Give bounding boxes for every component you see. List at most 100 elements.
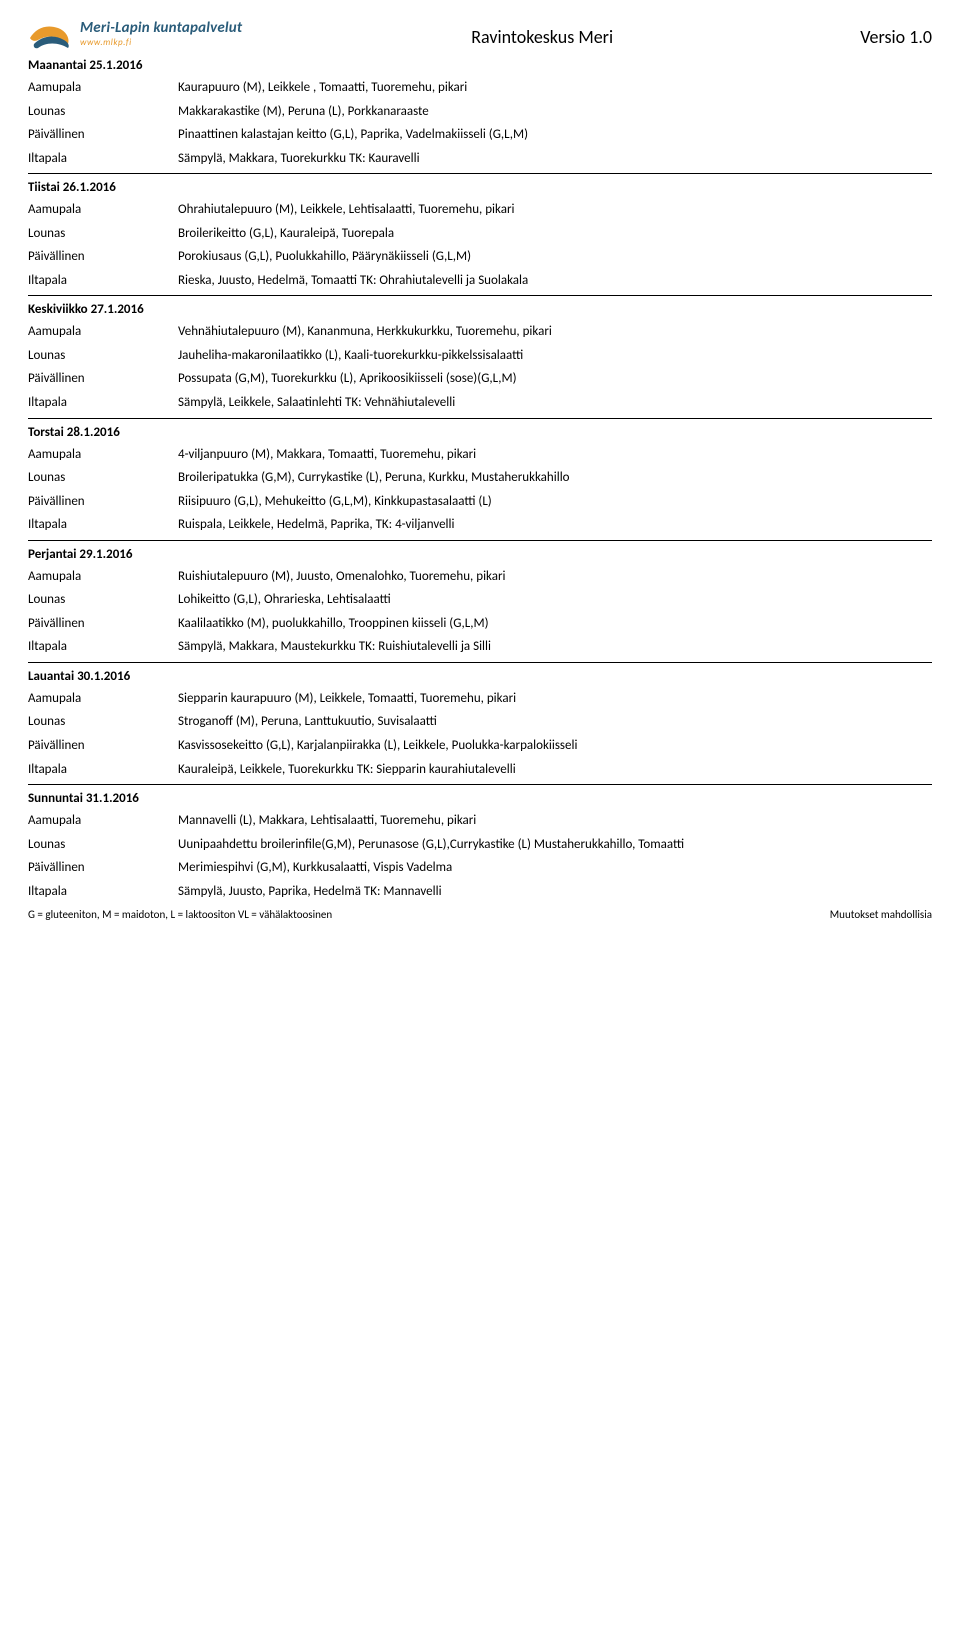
meal-row: LounasBroileripatukka (G,M), Currykastik… bbox=[28, 469, 932, 487]
day-block: Aamupala4-viljanpuuro (M), Makkara, Toma… bbox=[28, 446, 932, 534]
meal-description: Rieska, Juusto, Hedelmä, Tomaatti TK: Oh… bbox=[178, 272, 932, 290]
page-title: Ravintokeskus Meri bbox=[242, 26, 842, 52]
meal-row: IltapalaRuispala, Leikkele, Hedelmä, Pap… bbox=[28, 516, 932, 534]
meal-label: Lounas bbox=[28, 836, 178, 854]
date-heading: Torstai 28.1.2016 bbox=[28, 425, 932, 440]
meal-label: Iltapala bbox=[28, 150, 178, 168]
meal-description: Kauraleipä, Leikkele, Tuorekurkku TK: Si… bbox=[178, 761, 932, 779]
meal-row: PäivällinenPorokiusaus (G,L), Puolukkahi… bbox=[28, 248, 932, 266]
meal-label: Päivällinen bbox=[28, 859, 178, 877]
meal-label: Iltapala bbox=[28, 638, 178, 656]
meal-label: Aamupala bbox=[28, 79, 178, 97]
date-heading: Lauantai 30.1.2016 bbox=[28, 669, 932, 684]
meal-row: PäivällinenPinaattinen kalastajan keitto… bbox=[28, 126, 932, 144]
days-container: Maanantai 25.1.2016AamupalaKaurapuuro (M… bbox=[28, 58, 932, 900]
meal-description: 4-viljanpuuro (M), Makkara, Tomaatti, Tu… bbox=[178, 446, 932, 464]
brand-name: Meri-Lapin kuntapalvelut bbox=[80, 21, 242, 36]
meal-description: Riisipuuro (G,L), Mehukeitto (G,L,M), Ki… bbox=[178, 493, 932, 511]
footer-legend: G = gluteeniton, M = maidoton, L = lakto… bbox=[28, 908, 332, 921]
date-heading: Tiistai 26.1.2016 bbox=[28, 180, 932, 195]
meal-description: Siepparin kaurapuuro (M), Leikkele, Toma… bbox=[178, 690, 932, 708]
meal-row: LounasStroganoff (M), Peruna, Lanttukuut… bbox=[28, 713, 932, 731]
date-heading: Keskiviikko 27.1.2016 bbox=[28, 302, 932, 317]
meal-label: Päivällinen bbox=[28, 615, 178, 633]
meal-row: AamupalaRuishiutalepuuro (M), Juusto, Om… bbox=[28, 568, 932, 586]
meal-label: Päivällinen bbox=[28, 493, 178, 511]
day-divider bbox=[28, 662, 932, 663]
day-block: AamupalaSiepparin kaurapuuro (M), Leikke… bbox=[28, 690, 932, 778]
meal-description: Kaalilaatikko (M), puolukkahillo, Troopp… bbox=[178, 615, 932, 633]
meal-row: IltapalaSämpylä, Makkara, Maustekurkku T… bbox=[28, 638, 932, 656]
meal-row: LounasUunipaahdettu broilerinfile(G,M), … bbox=[28, 836, 932, 854]
meal-label: Lounas bbox=[28, 713, 178, 731]
page-footer: G = gluteeniton, M = maidoton, L = lakto… bbox=[28, 908, 932, 921]
day-block: AamupalaMannavelli (L), Makkara, Lehtisa… bbox=[28, 812, 932, 900]
day-divider bbox=[28, 784, 932, 785]
meal-label: Iltapala bbox=[28, 761, 178, 779]
meal-label: Päivällinen bbox=[28, 737, 178, 755]
meal-label: Lounas bbox=[28, 347, 178, 365]
meal-label: Päivällinen bbox=[28, 248, 178, 266]
meal-row: LounasMakkarakastike (M), Peruna (L), Po… bbox=[28, 103, 932, 121]
meal-description: Sämpylä, Juusto, Paprika, Hedelmä TK: Ma… bbox=[178, 883, 932, 901]
meal-row: PäivällinenKasvissosekeitto (G,L), Karja… bbox=[28, 737, 932, 755]
meal-description: Vehnähiutalepuuro (M), Kananmuna, Herkku… bbox=[178, 323, 932, 341]
day-divider bbox=[28, 418, 932, 419]
day-divider bbox=[28, 295, 932, 296]
meal-label: Lounas bbox=[28, 591, 178, 609]
meal-label: Aamupala bbox=[28, 690, 178, 708]
meal-description: Sämpylä, Makkara, Tuorekurkku TK: Kaurav… bbox=[178, 150, 932, 168]
meal-label: Aamupala bbox=[28, 812, 178, 830]
meal-row: PäivällinenPossupata (G,M), Tuorekurkku … bbox=[28, 370, 932, 388]
meal-label: Päivällinen bbox=[28, 126, 178, 144]
meal-label: Lounas bbox=[28, 103, 178, 121]
meal-row: LounasJauheliha-makaronilaatikko (L), Ka… bbox=[28, 347, 932, 365]
meal-description: Pinaattinen kalastajan keitto (G,L), Pap… bbox=[178, 126, 932, 144]
meal-row: PäivällinenKaalilaatikko (M), puolukkahi… bbox=[28, 615, 932, 633]
date-heading: Maanantai 25.1.2016 bbox=[28, 58, 932, 73]
meal-description: Broilerikeitto (G,L), Kauraleipä, Tuorep… bbox=[178, 225, 932, 243]
meal-description: Mannavelli (L), Makkara, Lehtisalaatti, … bbox=[178, 812, 932, 830]
meal-description: Possupata (G,M), Tuorekurkku (L), Apriko… bbox=[178, 370, 932, 388]
meal-label: Iltapala bbox=[28, 394, 178, 412]
logo-icon bbox=[28, 16, 74, 52]
meal-row: IltapalaSämpylä, Leikkele, Salaatinlehti… bbox=[28, 394, 932, 412]
meal-row: AamupalaOhrahiutalepuuro (M), Leikkele, … bbox=[28, 201, 932, 219]
day-block: AamupalaKaurapuuro (M), Leikkele , Tomaa… bbox=[28, 79, 932, 167]
meal-row: LounasBroilerikeitto (G,L), Kauraleipä, … bbox=[28, 225, 932, 243]
meal-description: Sämpylä, Makkara, Maustekurkku TK: Ruish… bbox=[178, 638, 932, 656]
meal-row: IltapalaKauraleipä, Leikkele, Tuorekurkk… bbox=[28, 761, 932, 779]
meal-row: IltapalaSämpylä, Makkara, Tuorekurkku TK… bbox=[28, 150, 932, 168]
meal-description: Makkarakastike (M), Peruna (L), Porkkana… bbox=[178, 103, 932, 121]
meal-row: AamupalaVehnähiutalepuuro (M), Kananmuna… bbox=[28, 323, 932, 341]
meal-label: Aamupala bbox=[28, 568, 178, 586]
meal-description: Broileripatukka (G,M), Currykastike (L),… bbox=[178, 469, 932, 487]
meal-row: Aamupala4-viljanpuuro (M), Makkara, Toma… bbox=[28, 446, 932, 464]
meal-description: Ohrahiutalepuuro (M), Leikkele, Lehtisal… bbox=[178, 201, 932, 219]
meal-label: Iltapala bbox=[28, 883, 178, 901]
meal-row: AamupalaSiepparin kaurapuuro (M), Leikke… bbox=[28, 690, 932, 708]
date-heading: Perjantai 29.1.2016 bbox=[28, 547, 932, 562]
meal-label: Iltapala bbox=[28, 516, 178, 534]
footer-note: Muutokset mahdollisia bbox=[830, 908, 932, 921]
meal-description: Sämpylä, Leikkele, Salaatinlehti TK: Veh… bbox=[178, 394, 932, 412]
meal-row: LounasLohikeitto (G,L), Ohrarieska, Leht… bbox=[28, 591, 932, 609]
day-divider bbox=[28, 540, 932, 541]
page-header: Meri-Lapin kuntapalvelut www.mlkp.fi Rav… bbox=[28, 16, 932, 52]
meal-description: Kasvissosekeitto (G,L), Karjalanpiirakka… bbox=[178, 737, 932, 755]
meal-row: AamupalaMannavelli (L), Makkara, Lehtisa… bbox=[28, 812, 932, 830]
meal-description: Merimiespihvi (G,M), Kurkkusalaatti, Vis… bbox=[178, 859, 932, 877]
date-heading: Sunnuntai 31.1.2016 bbox=[28, 791, 932, 806]
meal-label: Päivällinen bbox=[28, 370, 178, 388]
meal-description: Porokiusaus (G,L), Puolukkahillo, Pääryn… bbox=[178, 248, 932, 266]
meal-label: Aamupala bbox=[28, 446, 178, 464]
meal-row: AamupalaKaurapuuro (M), Leikkele , Tomaa… bbox=[28, 79, 932, 97]
meal-description: Ruispala, Leikkele, Hedelmä, Paprika, TK… bbox=[178, 516, 932, 534]
meal-row: PäivällinenRiisipuuro (G,L), Mehukeitto … bbox=[28, 493, 932, 511]
day-block: AamupalaVehnähiutalepuuro (M), Kananmuna… bbox=[28, 323, 932, 411]
brand-logo: Meri-Lapin kuntapalvelut www.mlkp.fi bbox=[28, 16, 242, 52]
meal-description: Lohikeitto (G,L), Ohrarieska, Lehtisalaa… bbox=[178, 591, 932, 609]
meal-description: Jauheliha-makaronilaatikko (L), Kaali-tu… bbox=[178, 347, 932, 365]
meal-description: Stroganoff (M), Peruna, Lanttukuutio, Su… bbox=[178, 713, 932, 731]
meal-description: Kaurapuuro (M), Leikkele , Tomaatti, Tuo… bbox=[178, 79, 932, 97]
